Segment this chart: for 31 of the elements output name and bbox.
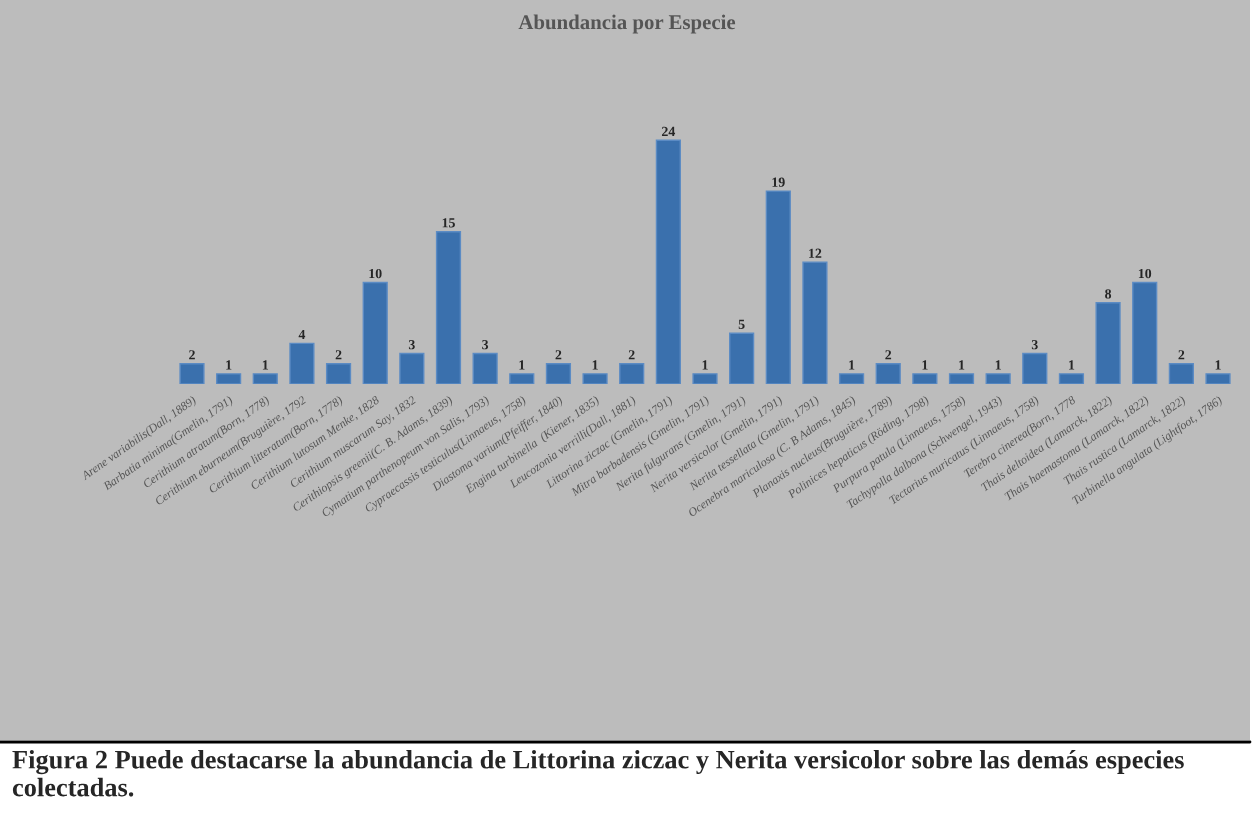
bar [362, 281, 388, 384]
bar [179, 362, 205, 384]
bar [252, 373, 278, 384]
bar [619, 362, 645, 384]
bar [655, 139, 681, 384]
bar [692, 373, 718, 384]
bar [399, 352, 425, 384]
bar [1132, 281, 1158, 384]
bar [802, 261, 828, 384]
bar [435, 230, 462, 384]
bar [325, 362, 352, 384]
bar [875, 362, 901, 384]
bar [912, 373, 938, 384]
bar [1095, 302, 1121, 384]
bar [1022, 352, 1048, 384]
bar [765, 190, 791, 384]
chart-title: Abundancia por Especie [518, 14, 736, 34]
text: Figura 2 Puede destacarse la abundancia de Littorina ziczac y Nerita versicolor sobre las demás especies colectadas. [12, 750, 1184, 797]
bar [985, 373, 1011, 384]
bar [838, 373, 865, 384]
bar [545, 362, 572, 384]
bar [1205, 373, 1231, 384]
bar [289, 342, 315, 384]
bar [582, 373, 608, 384]
bar [216, 373, 242, 384]
bar [1168, 362, 1194, 384]
bar [509, 373, 535, 384]
bar [1058, 373, 1085, 384]
bar [948, 373, 975, 384]
bar [472, 352, 498, 384]
bar [729, 332, 755, 384]
